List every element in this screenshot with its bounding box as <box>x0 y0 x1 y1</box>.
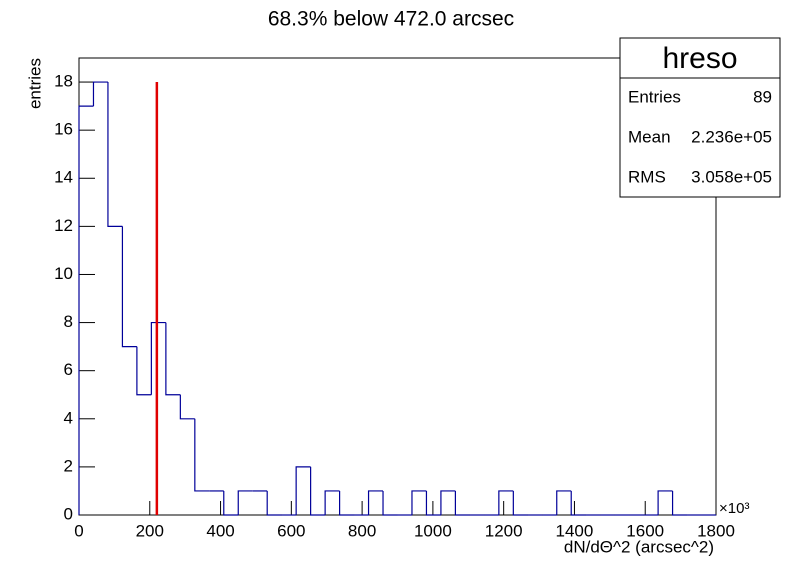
y-tick-label: 0 <box>64 504 73 523</box>
x-tick-label: 400 <box>206 521 234 540</box>
histogram-bin <box>121 226 137 348</box>
x-exponent: ×10³ <box>719 500 749 517</box>
stats-value: 89 <box>753 87 772 106</box>
histogram-bin <box>440 490 456 515</box>
histogram-bin <box>324 490 340 515</box>
histogram-bin <box>266 490 282 516</box>
histogram-bin <box>223 490 239 516</box>
stats-label: Entries <box>628 87 681 106</box>
y-tick-label: 6 <box>64 360 73 379</box>
histogram-bin <box>310 466 326 516</box>
y-tick-label: 12 <box>54 216 73 235</box>
y-axis-label: entries <box>25 58 44 109</box>
y-tick-label: 18 <box>54 72 73 91</box>
histogram-bin <box>136 346 152 396</box>
x-tick-label: 600 <box>277 521 305 540</box>
histogram-bin <box>512 490 528 516</box>
histogram-bin <box>165 322 181 396</box>
chart-title: 68.3% below 472.0 arcsec <box>268 8 514 31</box>
histogram-bin <box>570 490 586 516</box>
histogram-bin <box>454 490 470 516</box>
stats-label: Mean <box>628 127 671 146</box>
histogram-bin <box>425 490 441 516</box>
histogram-bin <box>107 82 123 227</box>
histogram-bin <box>367 490 384 515</box>
histogram-bin <box>556 490 572 515</box>
y-tick-label: 8 <box>64 312 73 331</box>
histogram-bin <box>671 490 688 516</box>
stats-value: 3.058e+05 <box>691 167 772 186</box>
stats-title: hreso <box>662 42 737 75</box>
histogram-bin <box>657 490 673 515</box>
x-tick-label: 1600 <box>626 521 664 540</box>
histogram-bin <box>194 418 210 492</box>
histogram-bin <box>179 394 195 420</box>
x-tick-label: 1400 <box>556 521 594 540</box>
histogram-bin <box>237 490 253 515</box>
y-tick-label: 2 <box>64 456 73 475</box>
x-tick-label: 200 <box>136 521 164 540</box>
histogram-bin <box>382 490 398 516</box>
histogram-bin <box>295 466 311 515</box>
histogram-bin <box>92 81 108 107</box>
histogram-bin <box>498 490 514 515</box>
x-axis-label: dN/dΘ^2 (arcsec^2) <box>564 537 714 556</box>
x-tick-label: 800 <box>348 521 376 540</box>
x-tick-label: 0 <box>74 521 83 540</box>
x-tick-label: 1000 <box>414 521 452 540</box>
histogram-bin <box>339 490 355 516</box>
y-tick-label: 4 <box>64 408 73 427</box>
y-tick-label: 14 <box>54 168 73 187</box>
histogram-bin <box>411 490 427 515</box>
stats-value: 2.236e+05 <box>691 127 772 146</box>
stats-label: RMS <box>628 167 666 186</box>
histogram-bin <box>150 321 166 395</box>
y-tick-label: 16 <box>54 120 73 139</box>
stats-box <box>619 37 781 198</box>
histogram-bin <box>78 105 94 515</box>
y-tick-label: 10 <box>54 264 73 283</box>
x-tick-label: 1800 <box>697 521 735 540</box>
x-tick-label: 1200 <box>485 521 523 540</box>
